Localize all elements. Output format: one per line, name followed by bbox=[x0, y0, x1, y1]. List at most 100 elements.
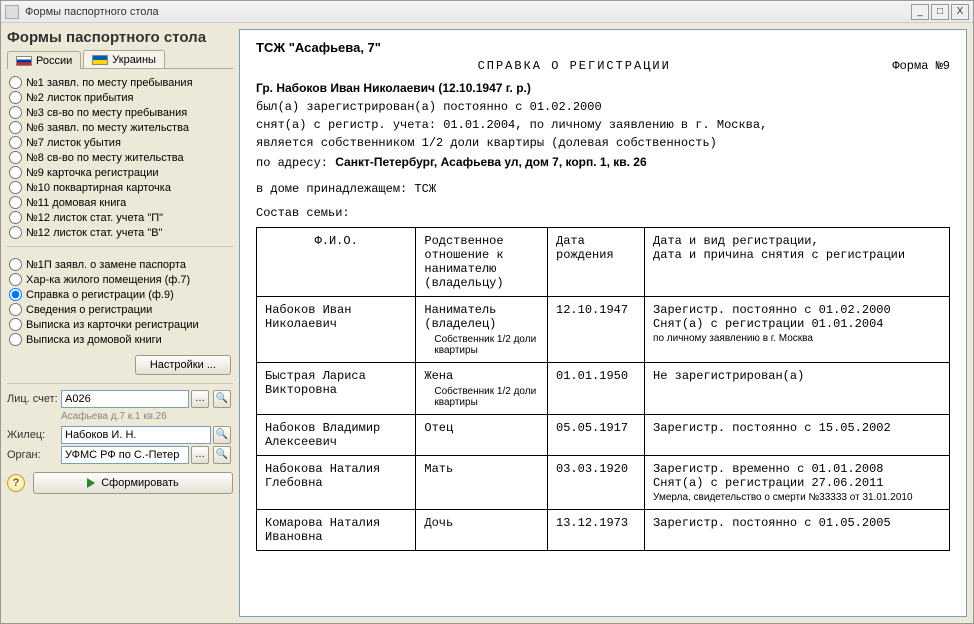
col-fio: Ф.И.О. bbox=[257, 228, 416, 297]
radio-icon[interactable] bbox=[9, 196, 22, 209]
radio-icon[interactable] bbox=[9, 136, 22, 149]
cell-reg: Зарегистр. временно с 01.01.2008Снят(а) … bbox=[645, 456, 950, 510]
citizen-prefix: Гр. bbox=[256, 81, 276, 95]
form-option-g2-0[interactable]: №1П заявл. о замене паспорта bbox=[9, 257, 231, 272]
close-button[interactable]: X bbox=[951, 4, 969, 20]
form-option-label: №1 заявл. по месту пребывания bbox=[26, 77, 193, 89]
radio-icon[interactable] bbox=[9, 333, 22, 346]
cell-rel: Наниматель (владелец)Собственник 1/2 дол… bbox=[416, 297, 548, 363]
address-value: Санкт-Петербург, Асафьева ул, дом 7, кор… bbox=[335, 155, 646, 169]
reg-line-2: снят(а) с регистр. учета: 01.01.2004, по… bbox=[256, 117, 950, 133]
cell-rel: ЖенаСобственник 1/2 доли квартиры bbox=[416, 363, 548, 415]
form-option-g2-1[interactable]: Хар-ка жилого помещения (ф.7) bbox=[9, 272, 231, 287]
form-option-g1-10[interactable]: №12 листок стат. учета "В" bbox=[9, 225, 231, 240]
form-number: Форма №9 bbox=[892, 59, 950, 73]
organ-row: Орган: … 🔍 bbox=[7, 446, 233, 464]
resident-search-button[interactable]: 🔍 bbox=[213, 426, 231, 444]
form-option-g1-8[interactable]: №11 домовая книга bbox=[9, 195, 231, 210]
radio-icon[interactable] bbox=[9, 181, 22, 194]
reg-line-3: является собственником 1/2 доли квартиры… bbox=[256, 135, 950, 151]
country-tabs: России Украины bbox=[7, 50, 233, 69]
form-option-label: №3 св-во по месту пребывания bbox=[26, 107, 187, 119]
form-option-g1-9[interactable]: №12 листок стат. учета "П" bbox=[9, 210, 231, 225]
maximize-button[interactable]: □ bbox=[931, 4, 949, 20]
settings-button[interactable]: Настройки ... bbox=[135, 355, 231, 375]
tab-ukraine[interactable]: Украины bbox=[83, 50, 165, 68]
form-option-label: №11 домовая книга bbox=[26, 197, 126, 209]
form-option-g1-2[interactable]: №3 св-во по месту пребывания bbox=[9, 105, 231, 120]
form-option-g1-1[interactable]: №2 листок прибытия bbox=[9, 90, 231, 105]
radio-icon[interactable] bbox=[9, 303, 22, 316]
radio-icon[interactable] bbox=[9, 106, 22, 119]
account-subtext: Асафьева д.7 к.1 кв.26 bbox=[7, 411, 233, 422]
app-window: Формы паспортного стола _ □ X Формы пасп… bbox=[0, 0, 974, 624]
titlebar[interactable]: Формы паспортного стола _ □ X bbox=[1, 1, 973, 23]
cell-dob: 05.05.1917 bbox=[548, 415, 645, 456]
form-option-g1-7[interactable]: №10 поквартирная карточка bbox=[9, 180, 231, 195]
cell-reg: Не зарегистрирован(а) bbox=[645, 363, 950, 415]
organ-browse-button[interactable]: … bbox=[191, 446, 209, 464]
form-list-1: №1 заявл. по месту пребывания№2 листок п… bbox=[7, 69, 233, 244]
organ-search-button[interactable]: 🔍 bbox=[213, 446, 231, 464]
client-area: Формы паспортного стола России Украины №… bbox=[1, 23, 973, 623]
account-browse-button[interactable]: … bbox=[191, 390, 209, 408]
tab-russia[interactable]: России bbox=[7, 51, 81, 69]
radio-icon[interactable] bbox=[9, 273, 22, 286]
citizen-name: Набоков Иван Николаевич (12.10.1947 г. р… bbox=[276, 81, 531, 95]
generate-button[interactable]: Сформировать bbox=[33, 472, 233, 494]
radio-icon[interactable] bbox=[9, 76, 22, 89]
col-dob: Дата рождения bbox=[548, 228, 645, 297]
cell-fio: Набоков Иван Николаевич bbox=[257, 297, 416, 363]
form-option-label: №10 поквартирная карточка bbox=[26, 182, 171, 194]
radio-icon[interactable] bbox=[9, 121, 22, 134]
form-option-g2-4[interactable]: Выписка из карточки регистрации bbox=[9, 317, 231, 332]
form-option-g1-4[interactable]: №7 листок убытия bbox=[9, 135, 231, 150]
resident-label: Жилец: bbox=[7, 429, 59, 441]
radio-icon[interactable] bbox=[9, 151, 22, 164]
generate-label: Сформировать bbox=[101, 477, 179, 489]
cell-dob: 03.03.1920 bbox=[548, 456, 645, 510]
resident-input[interactable] bbox=[61, 426, 211, 444]
cell-rel: Отец bbox=[416, 415, 548, 456]
radio-icon[interactable] bbox=[9, 91, 22, 104]
radio-icon[interactable] bbox=[9, 226, 22, 239]
tab-russia-label: России bbox=[36, 55, 72, 67]
minimize-button[interactable]: _ bbox=[911, 4, 929, 20]
form-option-label: №12 листок стат. учета "В" bbox=[26, 227, 163, 239]
form-option-g2-5[interactable]: Выписка из домовой книги bbox=[9, 332, 231, 347]
form-option-g1-6[interactable]: №9 карточка регистрации bbox=[9, 165, 231, 180]
radio-icon[interactable] bbox=[9, 166, 22, 179]
form-option-g1-3[interactable]: №6 заявл. по месту жительства bbox=[9, 120, 231, 135]
cell-fio: Быстрая Лариса Викторовна bbox=[257, 363, 416, 415]
form-option-g2-2[interactable]: Справка о регистрации (ф.9) bbox=[9, 287, 231, 302]
resident-row: Жилец: 🔍 bbox=[7, 426, 233, 444]
form-option-label: №12 листок стат. учета "П" bbox=[26, 212, 163, 224]
form-option-g1-0[interactable]: №1 заявл. по месту пребывания bbox=[9, 75, 231, 90]
cell-fio: Набокова Наталия Глебовна bbox=[257, 456, 416, 510]
cell-rel: Мать bbox=[416, 456, 548, 510]
app-icon bbox=[5, 5, 19, 19]
form-option-label: №8 св-во по месту жительства bbox=[26, 152, 184, 164]
tab-ukraine-label: Украины bbox=[112, 54, 156, 66]
family-label: Состав семьи: bbox=[256, 205, 950, 221]
radio-icon[interactable] bbox=[9, 288, 22, 301]
help-button[interactable]: ? bbox=[7, 474, 25, 492]
form-option-g1-5[interactable]: №8 св-во по месту жительства bbox=[9, 150, 231, 165]
cell-dob: 13.12.1973 bbox=[548, 510, 645, 551]
account-label: Лиц. счет: bbox=[7, 393, 59, 405]
form-option-label: №6 заявл. по месту жительства bbox=[26, 122, 189, 134]
organ-input[interactable] bbox=[61, 446, 189, 464]
document-preview[interactable]: ТСЖ "Асафьева, 7" СПРАВКА О РЕГИСТРАЦИИ … bbox=[239, 29, 967, 617]
form-option-g2-3[interactable]: Сведения о регистрации bbox=[9, 302, 231, 317]
radio-icon[interactable] bbox=[9, 211, 22, 224]
col-reg: Дата и вид регистрации,дата и причина сн… bbox=[645, 228, 950, 297]
account-input[interactable] bbox=[61, 390, 189, 408]
account-search-button[interactable]: 🔍 bbox=[213, 390, 231, 408]
cell-reg: Зарегистр. постоянно с 15.05.2002 bbox=[645, 415, 950, 456]
form-option-label: Справка о регистрации (ф.9) bbox=[26, 289, 174, 301]
radio-icon[interactable] bbox=[9, 258, 22, 271]
table-row: Комарова Наталия ИвановнаДочь13.12.1973З… bbox=[257, 510, 950, 551]
house-line: в доме принадлежащем: ТСЖ bbox=[256, 181, 950, 197]
radio-icon[interactable] bbox=[9, 318, 22, 331]
cell-reg: Зарегистр. постоянно с 01.02.2000Снят(а)… bbox=[645, 297, 950, 363]
